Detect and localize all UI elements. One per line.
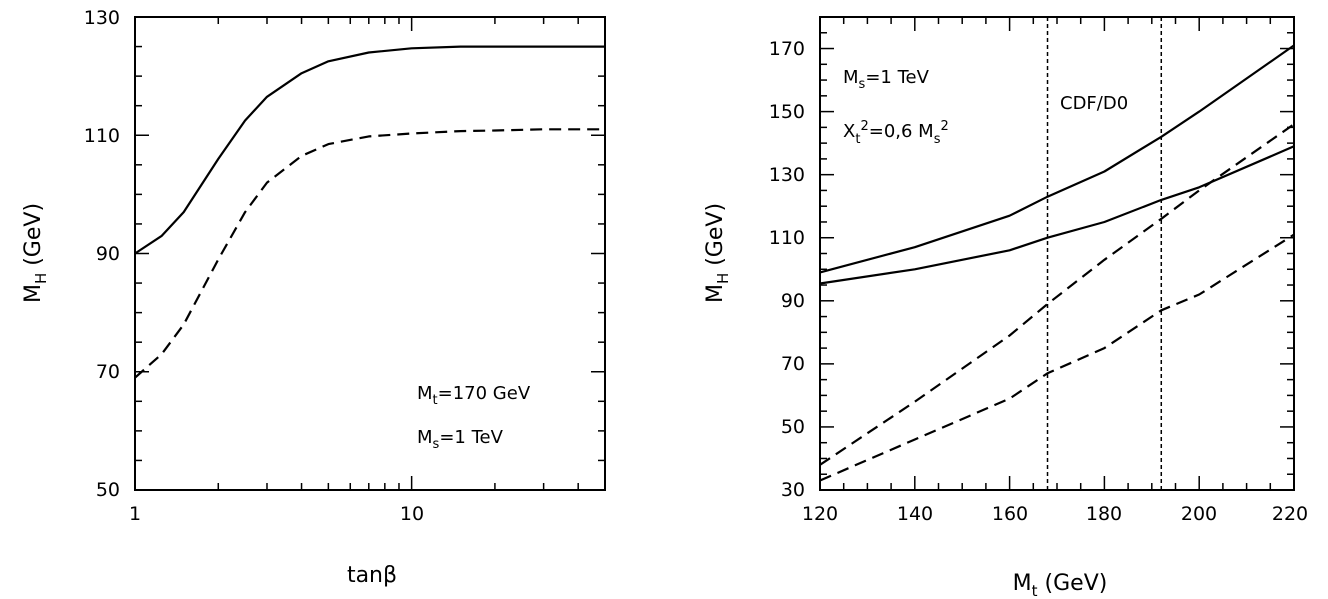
left-ytick-label: 110 [84,125,120,147]
right-ytick-label: 50 [781,416,805,438]
right-x-axis-title: Mt (GeV) [1013,571,1108,599]
right-series-solid-line-2 [819,145,1295,285]
left-curves [134,45,605,379]
left-xtick-label: 10 [400,503,424,525]
right-ytick-label: 110 [769,227,805,249]
cdf-d0-label: CDF/D0 [1060,93,1128,114]
annot-main: M [417,383,433,404]
annot-main: M [843,67,859,88]
left-ytick-label: 50 [96,479,120,501]
right-x-axis-title-main: M [1013,571,1032,596]
right-x-axis-title-tail: (GeV) [1038,571,1108,596]
left-y-axis-title-main: M [21,284,46,303]
annot-sub2: s [934,132,941,147]
right-xtick-label: 220 [1272,503,1308,525]
right-x-axis-title-sub: t [1032,582,1038,599]
left-series-solid-line [134,45,605,255]
left-annotation-mt: Mt=170 GeV [417,383,531,408]
left-annotation-ms: Ms=1 TeV [417,427,504,452]
right-xtick-label: 180 [1086,503,1122,525]
right-y-axis-title-sub: H [714,273,732,284]
right-xtick-label: 120 [802,503,838,525]
right-y-axis-title: MH (GeV) [703,203,732,303]
left-x-axis-title: tanβ [347,563,397,588]
annot-sub: s [859,77,866,92]
left-axis-ticks [134,16,606,491]
right-ytick-label: 70 [781,353,805,375]
right-y-axis-title-tail: (GeV) [703,203,728,273]
annot-sub: t [855,132,860,147]
left-plot-frame [134,16,606,491]
right-ytick-label: 30 [781,479,805,501]
right-y-axis-title-main: M [703,284,728,303]
annot-tail: =1 TeV [865,67,929,88]
right-series-dashed-line-4 [819,233,1295,482]
right-ytick-label: 170 [769,38,805,60]
right-ytick-label: 150 [769,101,805,123]
left-panel: 50 70 90 110 130 1 10 tanβ MH (GeV) Mt=1… [21,7,606,588]
annot-main: M [417,427,433,448]
left-ytick-label: 130 [84,7,120,29]
right-annotation-ms: Ms=1 TeV [843,67,930,92]
annot-sup2: 2 [940,119,948,134]
right-band-lines [1046,17,1163,490]
left-ytick-label: 70 [96,361,120,383]
right-ytick-label: 90 [781,290,805,312]
right-xtick-label: 200 [1181,503,1217,525]
right-curves [819,44,1295,482]
annot-tail: =170 GeV [438,383,531,404]
left-series-dashed-line [134,128,605,379]
annot-main: X [843,121,855,142]
left-xtick-label: 1 [129,503,141,525]
annot-mid: =0,6 M [869,121,934,142]
annot-sup: 2 [860,119,868,134]
annot-sub: t [433,393,438,408]
left-ytick-label: 90 [96,243,120,265]
right-axis-ticks [819,16,1295,491]
annot-sub: s [433,437,440,452]
right-series-dashed-line-3 [819,123,1295,466]
left-y-axis-title-tail: (GeV) [21,203,46,273]
annot-tail: =1 TeV [439,427,503,448]
left-y-axis-title-sub: H [32,273,50,284]
right-xtick-label: 140 [897,503,933,525]
right-xtick-label: 160 [992,503,1028,525]
right-panel: 30 50 70 90 110 130 150 170 120 140 160 … [703,16,1308,599]
right-ytick-label: 130 [769,164,805,186]
right-series-solid-line-1 [819,44,1295,274]
left-y-axis-title: MH (GeV) [21,203,50,303]
right-annotation-xt: Xt2=0,6 Ms2 [843,119,949,147]
